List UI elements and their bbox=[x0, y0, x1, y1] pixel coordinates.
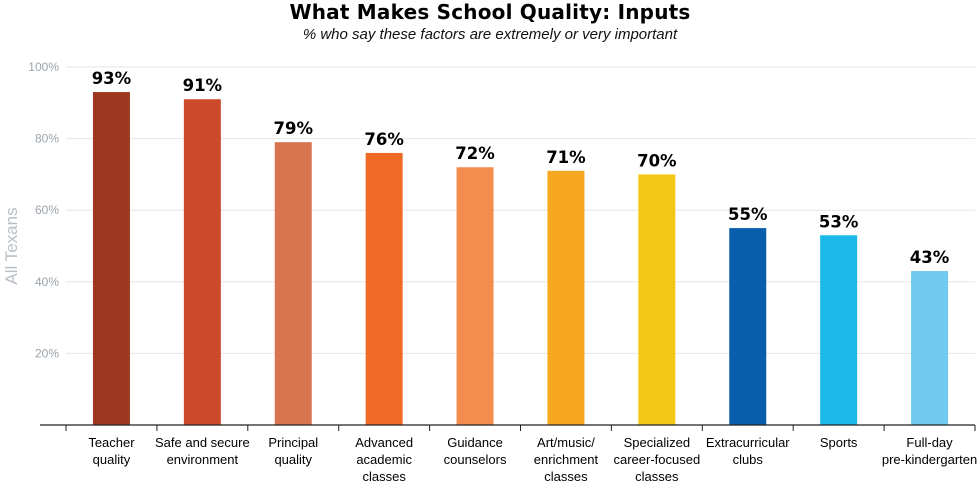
bar bbox=[820, 235, 858, 425]
category-label: Sports bbox=[820, 435, 858, 450]
chart-subtitle: % who say these factors are extremely or… bbox=[302, 26, 678, 43]
value-label: 53% bbox=[819, 212, 859, 231]
category-label: Principal bbox=[268, 435, 318, 450]
category-label: Teacher bbox=[88, 435, 135, 450]
value-label: 93% bbox=[92, 69, 132, 88]
category-label: environment bbox=[167, 452, 239, 467]
category-label: classes bbox=[635, 469, 679, 484]
bar bbox=[638, 174, 676, 425]
value-label: 79% bbox=[274, 119, 314, 138]
category-label: Extracurricular bbox=[706, 435, 790, 450]
bar bbox=[92, 92, 130, 425]
y-tick-label: 60% bbox=[35, 203, 59, 217]
x-axis-tick-marks bbox=[65, 425, 976, 431]
y-axis-ticks: 20% 40% 60% 80% 100% bbox=[28, 60, 59, 360]
value-label: 55% bbox=[728, 205, 768, 224]
category-label: classes bbox=[362, 469, 406, 484]
category-label: Guidance bbox=[447, 435, 503, 450]
bars bbox=[92, 92, 949, 426]
category-label: Advanced bbox=[355, 435, 413, 450]
category-label: pre-kindergarten bbox=[882, 452, 977, 467]
y-tick-label: 80% bbox=[35, 132, 59, 146]
value-label: 70% bbox=[637, 151, 677, 170]
category-label: academic bbox=[356, 452, 412, 467]
category-label: Full-day bbox=[906, 435, 953, 450]
bar bbox=[547, 170, 585, 425]
bar bbox=[911, 271, 949, 425]
y-tick-label: 40% bbox=[35, 275, 59, 289]
category-labels: Teacher quality Safe and secure environment… bbox=[88, 435, 977, 484]
category-label: clubs bbox=[733, 452, 764, 467]
bar bbox=[274, 142, 312, 425]
value-label: 91% bbox=[183, 76, 223, 95]
bar bbox=[729, 228, 767, 425]
value-label: 43% bbox=[910, 248, 950, 267]
category-label: Safe and secure bbox=[155, 435, 250, 450]
bar bbox=[456, 167, 494, 426]
chart-title: What Makes School Quality: Inputs bbox=[289, 0, 691, 24]
category-label: career-focused bbox=[613, 452, 700, 467]
category-label: Specialized bbox=[624, 435, 691, 450]
value-label: 72% bbox=[455, 144, 495, 163]
y-tick-label: 100% bbox=[28, 60, 59, 74]
category-label: classes bbox=[544, 469, 588, 484]
category-label: enrichment bbox=[534, 452, 599, 467]
category-label: counselors bbox=[444, 452, 507, 467]
value-label: 71% bbox=[546, 148, 586, 167]
y-axis-label: All Texans bbox=[2, 207, 21, 284]
bar bbox=[183, 99, 221, 425]
value-label: 76% bbox=[364, 130, 404, 149]
category-label: quality bbox=[93, 452, 131, 467]
y-tick-label: 20% bbox=[35, 346, 59, 360]
category-label: quality bbox=[274, 452, 312, 467]
value-labels: 93% 91% 79% 76% 72% 71% 70% 55% 53% 43% bbox=[92, 69, 950, 267]
bar bbox=[365, 152, 403, 426]
category-label: Art/music/ bbox=[537, 435, 595, 450]
